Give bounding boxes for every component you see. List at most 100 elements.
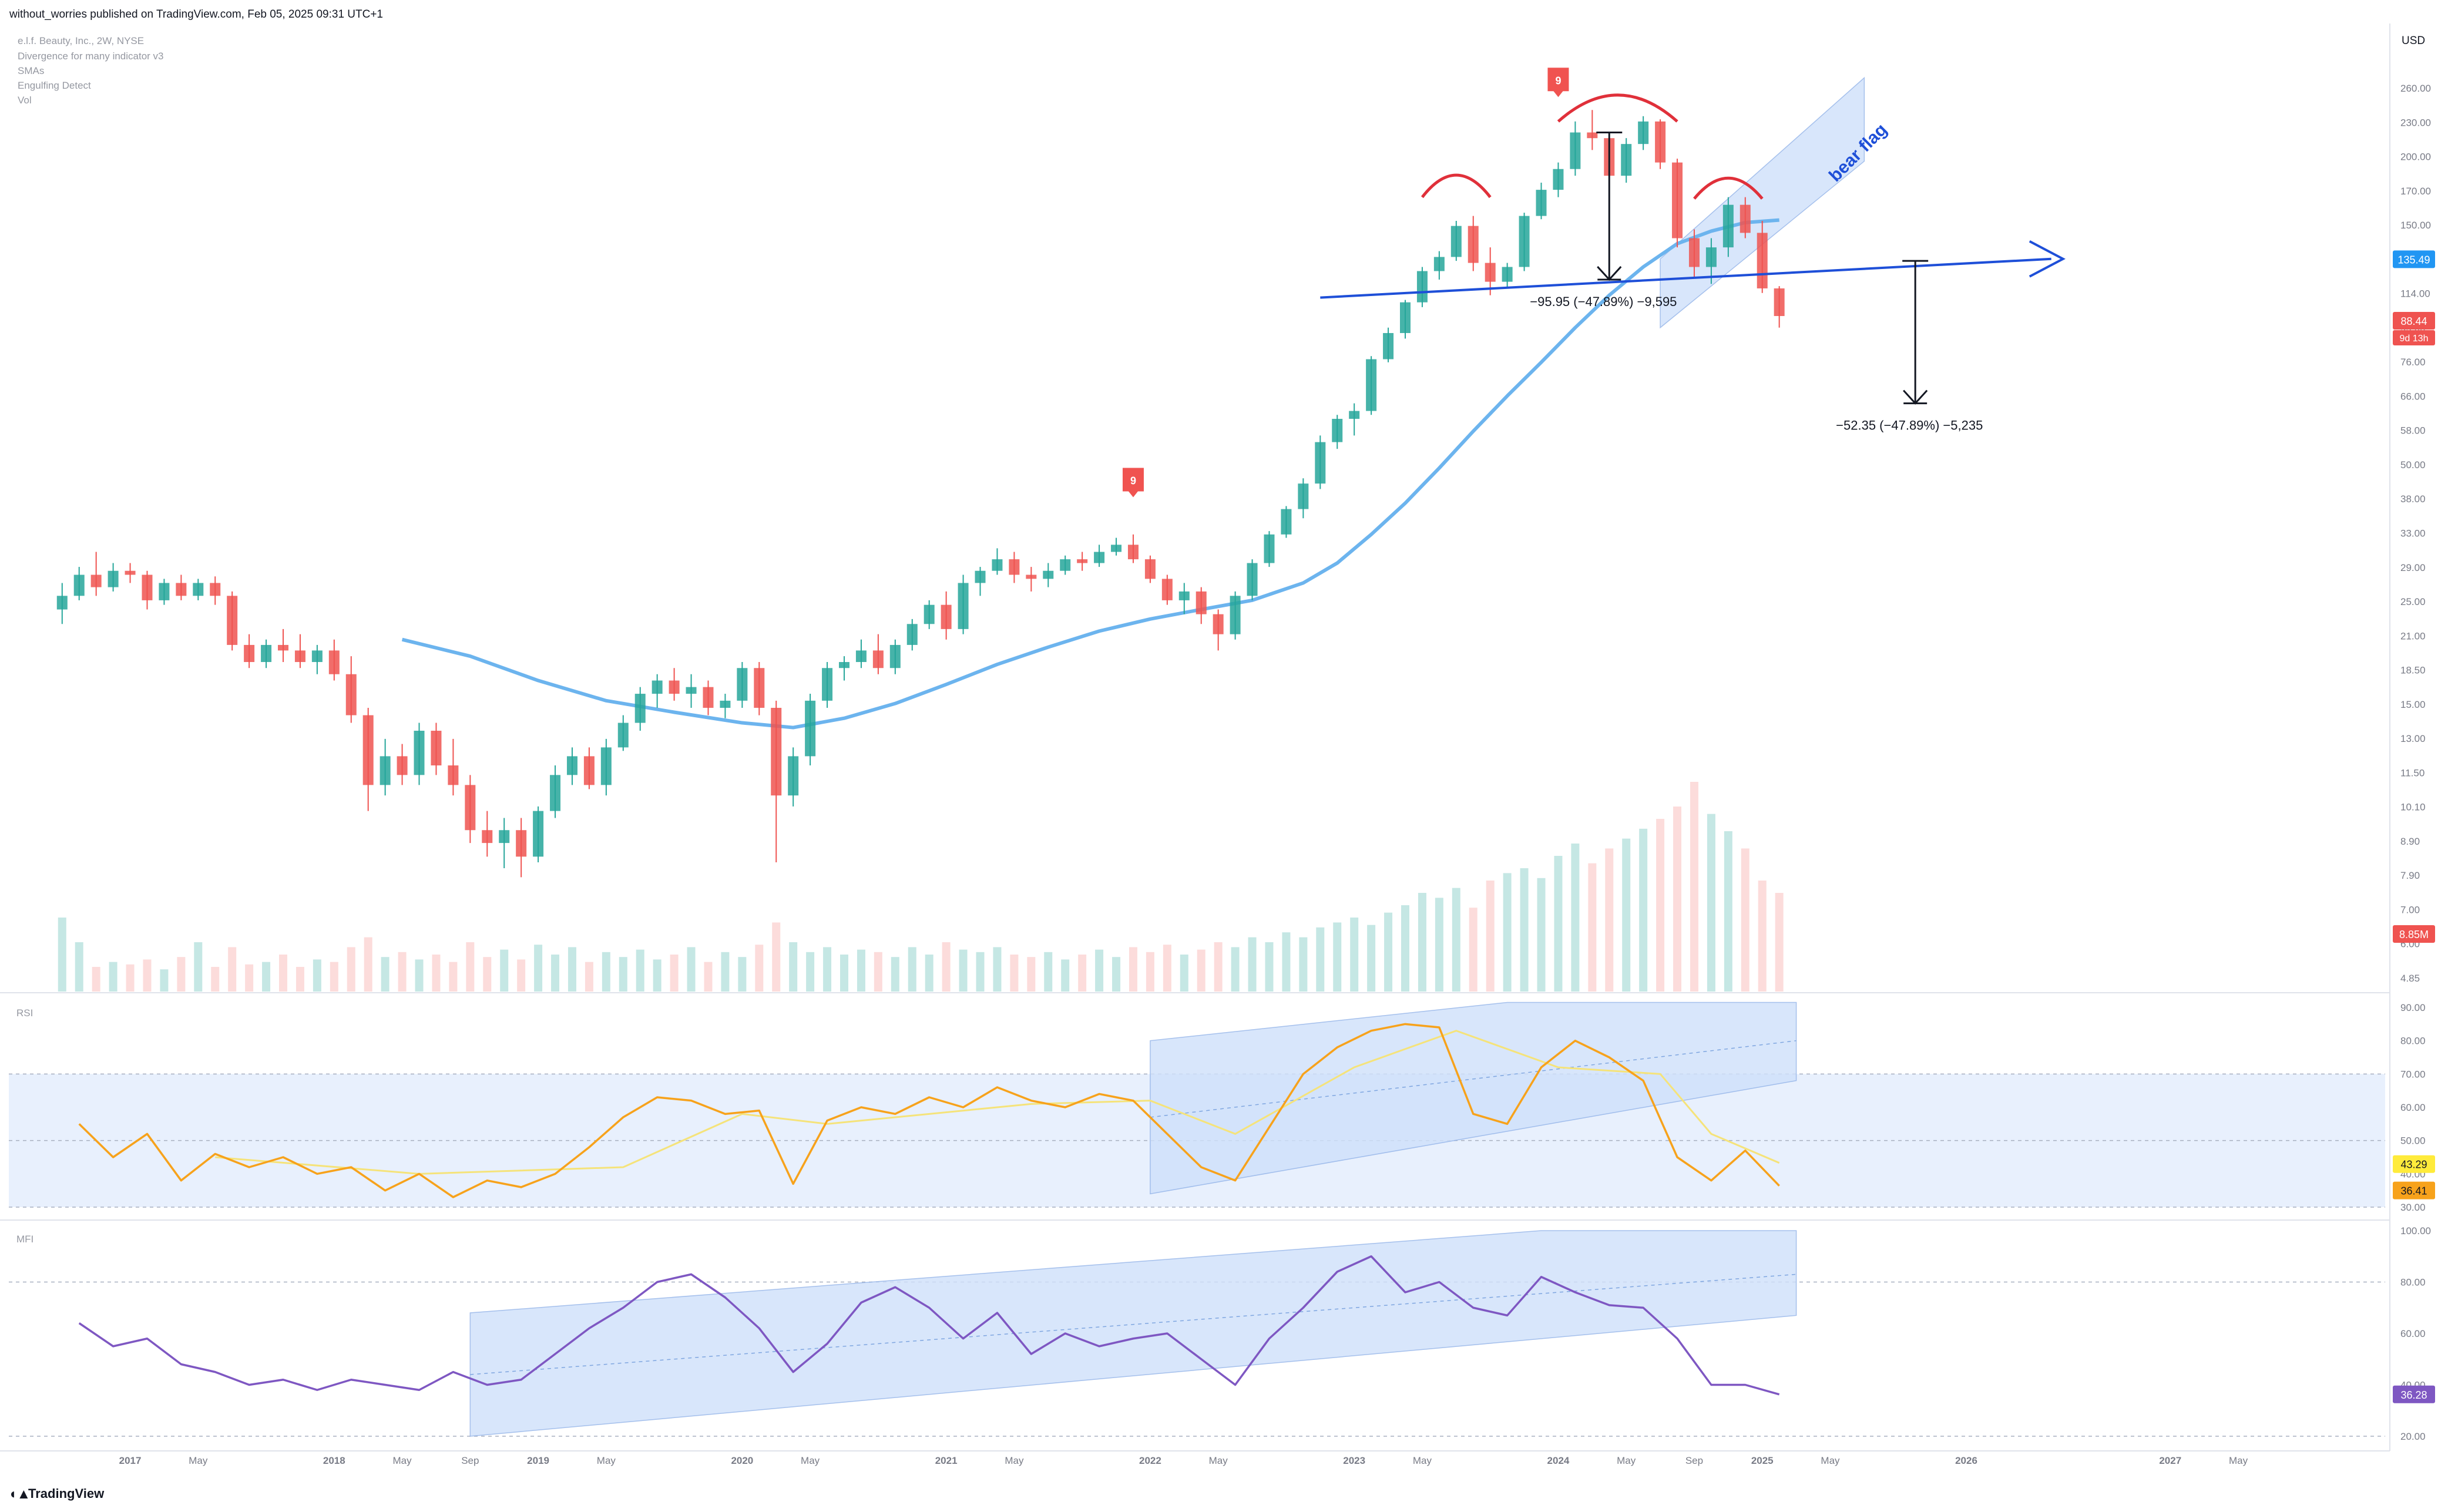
volume-bar	[755, 945, 764, 992]
time-tick: 2023	[1343, 1455, 1365, 1466]
volume-bar	[1622, 838, 1631, 992]
volume-bar	[1639, 828, 1648, 992]
time-tick: May	[393, 1455, 412, 1466]
candle	[1043, 570, 1054, 579]
time-tick: 2024	[1547, 1455, 1570, 1466]
volume-bar	[1673, 807, 1682, 992]
price-tick: 260.00	[2400, 83, 2431, 94]
volume-bar	[551, 955, 560, 992]
price-tick: 38.00	[2400, 493, 2426, 505]
candle	[90, 574, 102, 587]
candle	[1298, 483, 1309, 509]
candle	[142, 574, 153, 600]
volume-bar	[466, 942, 475, 992]
volume-bar	[534, 945, 543, 992]
mfi-channel	[469, 1230, 1797, 1437]
volume-bar	[704, 962, 713, 992]
candle	[1553, 169, 1564, 190]
volume-bar	[1707, 814, 1715, 992]
candle	[975, 570, 986, 583]
time-tick: 2018	[323, 1455, 345, 1466]
volume-bar	[1248, 937, 1257, 992]
volume-bar	[262, 962, 271, 992]
volume-bar	[483, 957, 492, 992]
price-tick: 200.00	[2400, 152, 2431, 163]
rsi-ma-value: 43.29	[2400, 1159, 2427, 1171]
neckline-arrowhead	[2029, 240, 2066, 278]
volume-bar	[1367, 925, 1376, 992]
time-tick: 2021	[935, 1455, 958, 1466]
candle	[227, 596, 238, 645]
candle	[1144, 559, 1156, 579]
candle	[788, 756, 799, 796]
price-tick: 7.00	[2400, 904, 2420, 915]
price-tick: 25.00	[2400, 596, 2426, 607]
time-tick: May	[1209, 1455, 1228, 1466]
candle	[73, 574, 85, 596]
volume-bar	[1095, 949, 1104, 992]
candle	[958, 583, 969, 629]
volume-bar	[126, 964, 135, 992]
candle	[1722, 204, 1734, 248]
candle	[1111, 545, 1122, 552]
volume-bar	[279, 955, 287, 992]
volume-bar	[653, 959, 661, 992]
volume-bar	[1588, 863, 1597, 992]
volume-bar	[1044, 952, 1053, 992]
volume-bar	[602, 952, 610, 992]
volume-bar	[1486, 881, 1495, 992]
candle	[720, 700, 731, 708]
candle	[941, 604, 952, 629]
left-shoulder-arc	[1421, 173, 1492, 199]
price-tick: 66.00	[2400, 391, 2426, 402]
sma-value-badge	[2393, 250, 2435, 268]
candle	[311, 650, 323, 663]
neckline	[1320, 257, 2051, 299]
candle	[1366, 359, 1377, 411]
volume-bar	[364, 937, 372, 992]
volume-bar	[840, 955, 848, 992]
volume-bar	[109, 962, 117, 992]
candle	[1638, 121, 1649, 145]
volume-bar	[1418, 893, 1426, 992]
tradingview-logo-icon: ◖▲	[8, 1486, 31, 1502]
volume-bar	[1350, 918, 1359, 992]
volume-bar	[1537, 878, 1546, 992]
candle	[1519, 216, 1530, 267]
volume-bar	[976, 952, 985, 992]
candle	[1705, 247, 1717, 267]
candle	[431, 730, 442, 766]
candle	[1161, 579, 1173, 600]
volume-bar	[1469, 908, 1477, 992]
time-tick: 2025	[1751, 1455, 1774, 1466]
volume-bar	[194, 942, 203, 992]
candle	[822, 668, 833, 701]
price-tick: 18.50	[2400, 665, 2426, 676]
volume-bar	[1282, 932, 1291, 992]
time-tick: 2022	[1139, 1455, 1161, 1466]
candle	[1026, 574, 1037, 579]
time-tick: 2020	[731, 1455, 753, 1466]
candle	[634, 694, 646, 723]
volume-bar	[415, 959, 424, 992]
footer-brand[interactable]: TradingView	[28, 1486, 105, 1501]
mfi-tick: 20.00	[2400, 1431, 2426, 1442]
mfi-pane-label: MFI	[16, 1234, 33, 1245]
target-measure-label: −52.35 (−47.89%) −5,235	[1836, 418, 1983, 433]
candle	[1383, 332, 1394, 359]
volume-bar	[874, 952, 882, 992]
candle	[362, 715, 374, 785]
candle	[566, 756, 577, 775]
candle	[1688, 238, 1700, 267]
volume-bar	[1520, 868, 1529, 992]
time-tick: May	[1005, 1455, 1024, 1466]
candle	[345, 674, 357, 715]
volume-bar	[1316, 927, 1325, 992]
signal-label: 9	[1555, 75, 1561, 86]
candle	[686, 687, 697, 694]
candle	[992, 559, 1003, 571]
indicator-legend: Engulfing Detect	[18, 80, 91, 91]
candle	[1349, 411, 1360, 419]
countdown-badge	[2393, 330, 2435, 346]
